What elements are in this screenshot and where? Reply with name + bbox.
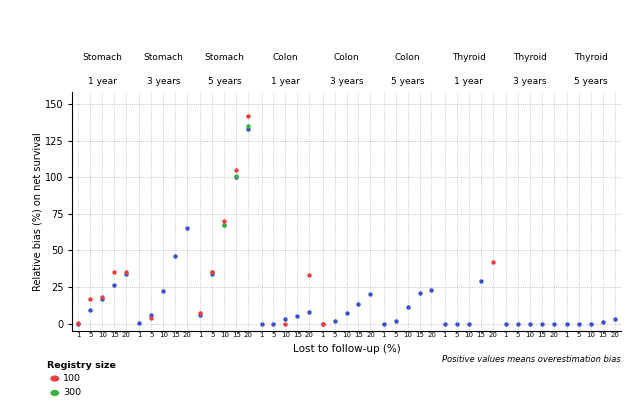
Text: 3 years: 3 years [329, 77, 364, 86]
Text: 1 year: 1 year [271, 77, 300, 86]
Text: Stomach: Stomach [83, 53, 122, 62]
Text: 3 years: 3 years [513, 77, 546, 86]
Text: Stomach: Stomach [144, 53, 183, 62]
Text: Thyroid: Thyroid [574, 53, 607, 62]
Y-axis label: Relative bias (%) on net survival: Relative bias (%) on net survival [32, 132, 42, 291]
Text: 5 years: 5 years [391, 77, 424, 86]
Text: Thyroid: Thyroid [513, 53, 546, 62]
X-axis label: Lost to follow-up (%): Lost to follow-up (%) [292, 344, 401, 354]
Text: 1 year: 1 year [454, 77, 483, 86]
Text: 300: 300 [63, 389, 81, 397]
Text: Registry size: Registry size [47, 361, 116, 370]
Text: Thyroid: Thyroid [452, 53, 486, 62]
Text: Colon: Colon [334, 53, 359, 62]
Text: 5 years: 5 years [574, 77, 607, 86]
Text: Positive values means overestimation bias: Positive values means overestimation bia… [442, 355, 621, 364]
Text: Colon: Colon [273, 53, 298, 62]
Text: Stomach: Stomach [205, 53, 244, 62]
Text: 3 years: 3 years [147, 77, 180, 86]
Text: 5 years: 5 years [208, 77, 241, 86]
Text: Colon: Colon [395, 53, 420, 62]
Text: 1 year: 1 year [88, 77, 117, 86]
Text: 100: 100 [63, 374, 81, 383]
